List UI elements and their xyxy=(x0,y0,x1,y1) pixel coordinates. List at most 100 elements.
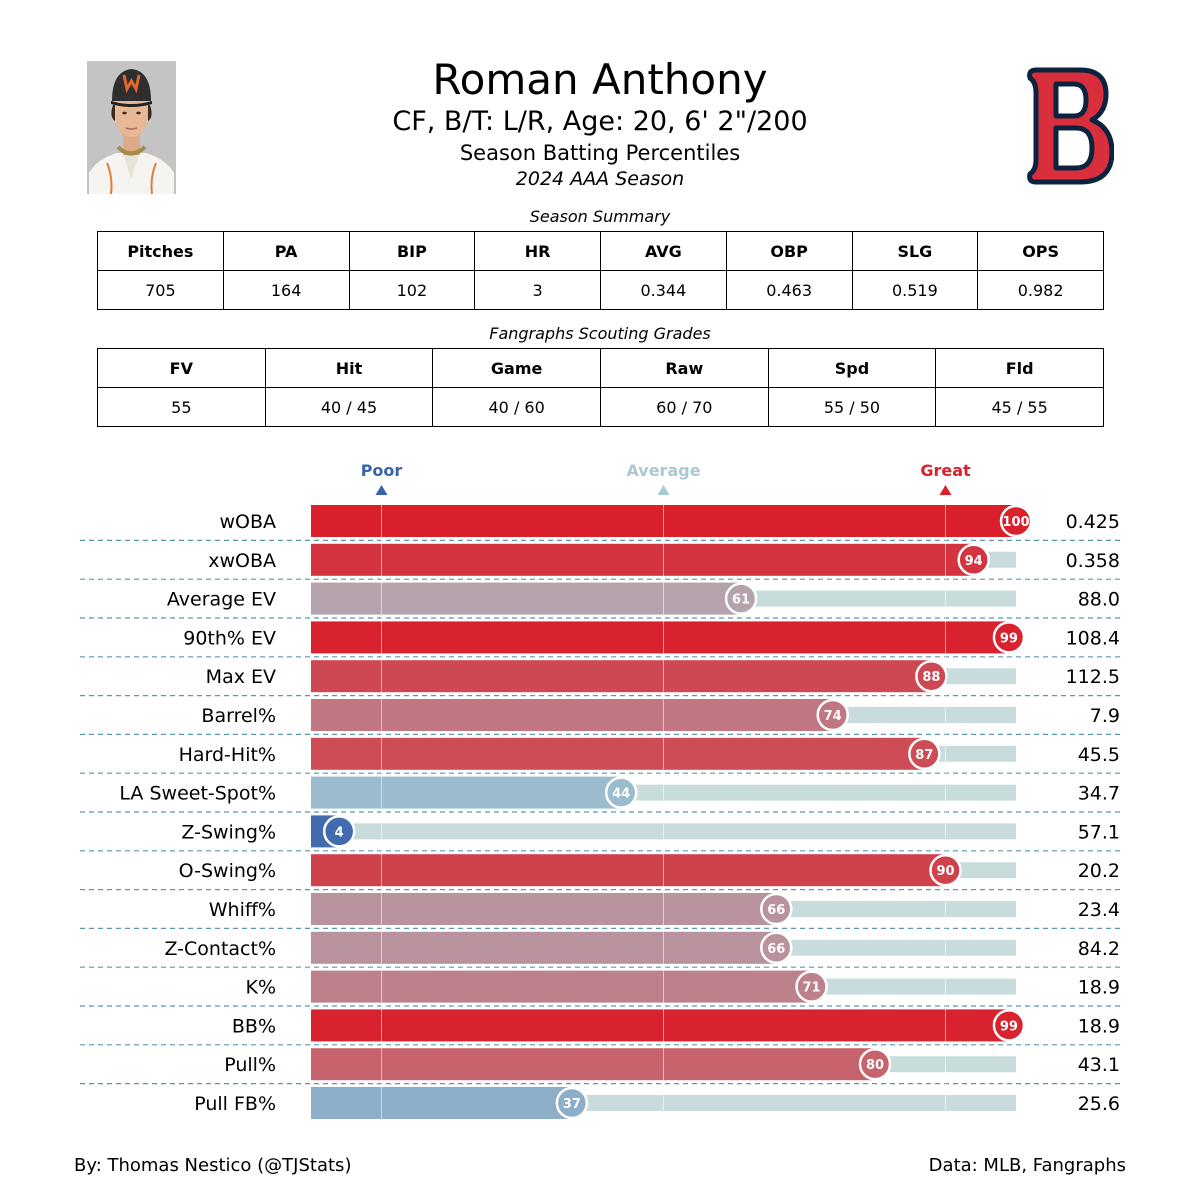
percentile-value-label: 37 xyxy=(563,1097,581,1112)
table-cell: 164 xyxy=(222,270,350,310)
table-cell: 705 xyxy=(97,270,224,310)
table-cell: 55 / 50 xyxy=(767,387,937,427)
author-credit: By: Thomas Nestico (@TJStats) xyxy=(74,1155,352,1176)
metric-label: O-Swing% xyxy=(179,860,276,882)
percentile-bar xyxy=(311,737,925,770)
percentile-bar xyxy=(311,854,946,887)
percentile-value-label: 99 xyxy=(1000,631,1018,646)
percentile-value-label: 90 xyxy=(936,864,954,879)
table-header-cell: Spd xyxy=(767,348,937,388)
season-summary-caption: Season Summary xyxy=(529,207,671,226)
metric-label: Barrel% xyxy=(201,705,276,727)
table-header-cell: Hit xyxy=(264,348,434,388)
percentile-value-label: 99 xyxy=(1000,1019,1018,1034)
table-cell: 102 xyxy=(348,270,476,310)
percentile-badge xyxy=(992,1009,1026,1042)
player-name: Roman Anthony xyxy=(432,55,768,104)
percentile-bar xyxy=(311,931,777,964)
scale-label-great: Great xyxy=(920,461,971,480)
metric-label: Z-Swing% xyxy=(181,821,276,843)
table-header-cell: Fld xyxy=(935,348,1104,388)
percentile-badge xyxy=(908,737,941,771)
stat-value-label: 88.0 xyxy=(1078,589,1120,611)
stat-value-label: 34.7 xyxy=(1078,783,1120,805)
metric-label: 90th% EV xyxy=(183,627,276,649)
percentile-value-label: 44 xyxy=(612,787,630,802)
percentile-badge xyxy=(816,698,849,732)
percentile-bar xyxy=(311,1009,1009,1042)
table-header-cell: SLG xyxy=(851,231,979,271)
percentile-badge xyxy=(992,621,1026,654)
stat-value-label: 7.9 xyxy=(1090,705,1120,727)
table-header-cell: Pitches xyxy=(97,231,224,271)
percentile-value-label: 94 xyxy=(965,554,983,569)
table-cell: 0.519 xyxy=(851,270,979,310)
table-header-cell: Game xyxy=(432,348,601,388)
percentile-bar xyxy=(311,582,742,615)
table-cell: 0.344 xyxy=(600,270,727,310)
percentile-badge xyxy=(555,1086,589,1120)
table-cell: 45 / 55 xyxy=(935,387,1104,427)
report-title: Season Batting Percentiles xyxy=(459,141,741,165)
scale-marker-poor-icon xyxy=(375,485,388,495)
percentile-value-label: 87 xyxy=(915,748,933,763)
percentile-badge xyxy=(957,543,990,577)
percentile-badge xyxy=(999,504,1033,538)
season-summary-value-row: 705 164 102 3 0.344 0.463 0.519 0.982 xyxy=(97,270,1104,310)
scale-marker-average-icon xyxy=(657,485,670,495)
metric-label: xwOBA xyxy=(208,550,276,572)
percentile-badge xyxy=(760,892,793,926)
percentile-bar-chart: Poor Average Great wOBA 0.425 xwOBA 0.358 Avera… xyxy=(80,461,1120,1120)
scouting-grades-table: FV Hit Game Raw Spd Fld 55 40 / 45 40 / … xyxy=(97,348,1104,427)
metric-label: K% xyxy=(245,977,276,999)
percentile-badge xyxy=(322,815,356,848)
percentile-bar xyxy=(311,621,1009,654)
stat-value-label: 23.4 xyxy=(1078,899,1120,921)
table-cell: 0.463 xyxy=(725,270,853,310)
data-source: Data: MLB, Fangraphs xyxy=(928,1155,1126,1176)
metric-label: wOBA xyxy=(219,511,276,533)
percentile-value-label: 88 xyxy=(922,670,940,685)
percentile-bar xyxy=(311,543,974,576)
stat-value-label: 0.425 xyxy=(1066,511,1120,533)
stat-value-label: 45.5 xyxy=(1078,744,1120,766)
percentile-bar xyxy=(311,1048,875,1081)
table-header-cell: FV xyxy=(97,348,266,388)
percentile-badge xyxy=(724,582,758,615)
stat-value-label: 25.6 xyxy=(1078,1093,1120,1115)
stat-value-label: 20.2 xyxy=(1078,860,1120,882)
percentile-value-label: 61 xyxy=(732,593,750,608)
scouting-grades-value-row: 55 40 / 45 40 / 60 60 / 70 55 / 50 45 / … xyxy=(97,387,1104,427)
table-header-cell: PA xyxy=(222,231,350,271)
season-label: 2024 AAA Season xyxy=(515,168,685,190)
metric-label: Z-Contact% xyxy=(164,938,276,960)
metric-label: BB% xyxy=(232,1015,276,1037)
stat-value-label: 18.9 xyxy=(1078,977,1120,999)
percentile-value-label: 66 xyxy=(767,903,785,918)
table-cell: 40 / 45 xyxy=(264,387,434,427)
percentile-badge xyxy=(858,1047,892,1081)
season-summary-header-row: Pitches PA BIP HR AVG OBP SLG OPS xyxy=(97,231,1104,271)
metric-label: Hard-Hit% xyxy=(179,744,276,766)
scale-marker-great-icon xyxy=(939,485,952,495)
percentile-value-label: 4 xyxy=(335,825,344,840)
percentile-badge xyxy=(760,931,793,965)
percentile-value-label: 66 xyxy=(767,942,785,957)
stat-value-label: 108.4 xyxy=(1066,627,1120,649)
percentile-bar xyxy=(311,1087,572,1119)
percentile-value-label: 80 xyxy=(866,1058,884,1073)
percentile-bar xyxy=(311,699,833,731)
stat-value-label: 84.2 xyxy=(1078,938,1120,960)
player-bio: CF, B/T: L/R, Age: 20, 6' 2"/200 xyxy=(392,106,808,137)
metric-label: Average EV xyxy=(167,589,276,611)
table-header-cell: OBP xyxy=(725,231,853,271)
title-block: Roman Anthony CF, B/T: L/R, Age: 20, 6' … xyxy=(300,56,900,192)
table-header-cell: HR xyxy=(474,231,601,271)
percentile-value-label: 71 xyxy=(803,981,821,996)
player-headshot-icon xyxy=(87,61,176,194)
metric-label: Max EV xyxy=(206,666,276,688)
table-header-cell: OPS xyxy=(977,231,1104,271)
percentile-bar xyxy=(311,970,812,1003)
stat-value-label: 18.9 xyxy=(1078,1015,1120,1037)
percentile-badge xyxy=(795,970,828,1003)
